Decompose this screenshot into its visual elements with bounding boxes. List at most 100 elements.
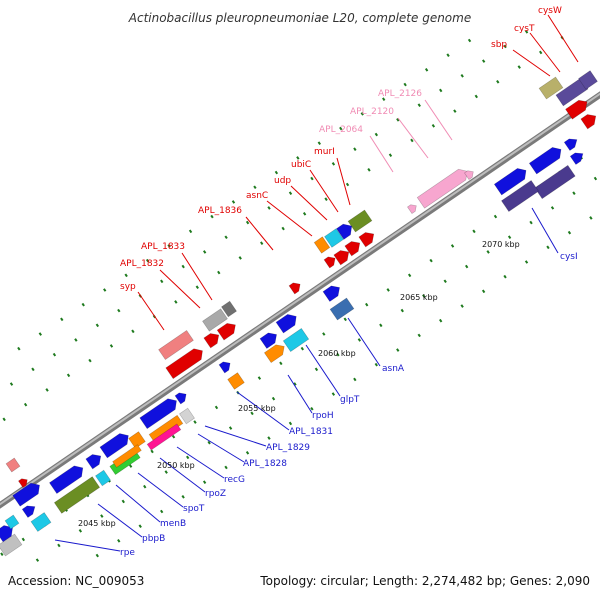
gene-label-syp[interactable]: syp <box>120 282 136 292</box>
feature-syp[interactable] <box>158 330 194 360</box>
feature-syp-2[interactable] <box>165 345 206 380</box>
feature-menB-2[interactable] <box>85 451 104 470</box>
feature-cysW-2[interactable] <box>578 70 598 90</box>
gene-label-APL_2126[interactable]: APL_2126 <box>378 89 422 99</box>
feature-rpe-4[interactable] <box>0 522 16 543</box>
feature-recG[interactable] <box>139 395 180 430</box>
tick-dot-137 <box>267 436 271 440</box>
feature-rpoZ-2[interactable] <box>146 423 182 451</box>
feature-pbpB-2[interactable] <box>49 462 86 494</box>
feature-left-2[interactable] <box>18 476 29 488</box>
feature-cysW[interactable] <box>555 77 589 107</box>
feature-APL_1833-c[interactable] <box>216 320 239 341</box>
feature-red-1[interactable] <box>358 229 377 248</box>
feature-red-2[interactable] <box>344 238 363 257</box>
feature-rpe-3[interactable] <box>21 502 38 518</box>
gene-label-spoT[interactable]: spoT <box>183 504 205 514</box>
gene-label-udp[interactable]: udp <box>274 176 291 186</box>
feature-asnA-1[interactable] <box>322 283 343 302</box>
tick-dot-129 <box>95 553 99 558</box>
gene-label-cysW[interactable]: cysW <box>538 6 562 16</box>
feature-APL_2120[interactable] <box>464 168 475 180</box>
gene-label-APL_2064[interactable]: APL_2064 <box>319 125 363 135</box>
feature-APL_1828[interactable] <box>179 407 195 425</box>
feature-rpoH[interactable] <box>263 341 287 364</box>
gene-label-asnC[interactable]: asnC <box>246 191 268 201</box>
gene-label-glpT[interactable]: glpT <box>340 395 360 405</box>
tick-dot-123 <box>486 250 490 254</box>
tick-dot-125 <box>529 220 533 225</box>
gene-label-APL_1828[interactable]: APL_1828 <box>243 459 287 469</box>
feature-APL_2064[interactable] <box>407 202 418 214</box>
gene-label-rpoZ[interactable]: rpoZ <box>205 489 226 499</box>
feature-rpoZ[interactable] <box>148 414 184 444</box>
feature-APL_1831b[interactable] <box>227 372 245 390</box>
feature-cysI-4[interactable] <box>501 180 539 212</box>
feature-APL_1833-b[interactable] <box>202 308 228 332</box>
feature-rpe-2[interactable] <box>30 512 52 532</box>
feature-cysT[interactable] <box>538 76 564 100</box>
feature-asnC[interactable] <box>313 236 331 254</box>
feature-small-2[interactable] <box>569 149 586 165</box>
feature-APL_1829[interactable] <box>174 390 189 405</box>
feature-asnA-2[interactable] <box>329 297 355 321</box>
leader-APL_1836 <box>245 216 274 251</box>
feature-cysI-3[interactable] <box>534 164 576 200</box>
feature-red-3[interactable] <box>333 247 352 266</box>
feature-ubiC[interactable] <box>336 221 356 240</box>
feature-red-4[interactable] <box>323 254 338 269</box>
gene-label-pbpB[interactable]: pbpB <box>142 534 165 544</box>
tick-label-2050: 2050 kbp <box>157 461 195 470</box>
feature-rpe-1[interactable] <box>12 480 43 507</box>
accession-text: Accession: NC_009053 <box>8 574 144 588</box>
tick-dot-147 <box>481 289 486 294</box>
gene-label-APL_1836[interactable]: APL_1836 <box>198 206 242 216</box>
feature-sbp[interactable] <box>565 97 591 120</box>
gene-label-menB[interactable]: menB <box>160 519 186 529</box>
gene-label-APL_1831[interactable]: APL_1831 <box>289 427 333 437</box>
feature-rpe-6[interactable] <box>0 533 23 557</box>
tick-dot-140 <box>331 392 336 396</box>
gene-label-sbp[interactable]: sbp <box>491 40 507 50</box>
feature-APL_1833-a[interactable] <box>221 300 237 318</box>
feature-sbp-2[interactable] <box>580 111 599 130</box>
gene-label-rpe[interactable]: rpe <box>120 548 135 558</box>
feature-spoT-a[interactable] <box>128 431 146 449</box>
feature-cysI-2[interactable] <box>493 165 529 196</box>
feature-udp[interactable] <box>324 228 344 248</box>
feature-rpe-5[interactable] <box>4 514 20 530</box>
feature-pbpB[interactable] <box>53 476 101 514</box>
feature-glpT-2[interactable] <box>259 330 280 349</box>
tick-dot-59 <box>260 241 264 246</box>
gene-label-recG[interactable]: recG <box>224 475 245 485</box>
tick-dot-89 <box>322 332 326 336</box>
tick-dot-82 <box>171 434 176 439</box>
gene-label-rpoH[interactable]: rpoH <box>312 411 334 421</box>
gene-label-asnA[interactable]: asnA <box>382 364 405 374</box>
feature-APL_1836[interactable] <box>288 280 303 295</box>
feature-glpT-1[interactable] <box>275 311 300 334</box>
gene-label-APL_2120[interactable]: APL_2120 <box>350 107 394 117</box>
feature-cysI-1[interactable] <box>528 144 564 175</box>
gene-label-APL_1833[interactable]: APL_1833 <box>141 242 185 252</box>
feature-APL_1832[interactable] <box>203 330 222 349</box>
feature-glpT-3[interactable] <box>282 328 310 352</box>
gene-label-cysT[interactable]: cysT <box>514 24 535 34</box>
gene-label-APL_1832[interactable]: APL_1832 <box>120 259 164 269</box>
tick-dot-150 <box>546 245 550 250</box>
gene-label-APL_1829[interactable]: APL_1829 <box>266 443 310 453</box>
feature-pbpB-3[interactable] <box>95 469 111 487</box>
gene-label-ubiC[interactable]: ubiC <box>291 160 311 170</box>
feature-spoT-2[interactable] <box>112 444 142 468</box>
feature-murI[interactable] <box>347 209 373 233</box>
feature-APL_1831[interactable] <box>218 359 233 374</box>
gene-label-murI[interactable]: murI <box>314 147 335 157</box>
feature-small-1[interactable] <box>563 135 580 151</box>
feature-menB-1[interactable] <box>99 430 132 459</box>
tick-dot-31 <box>202 250 207 254</box>
feature-left-1[interactable] <box>5 457 21 473</box>
gene-label-cysI[interactable]: cysI <box>560 252 578 262</box>
tick-dot-2 <box>60 317 64 322</box>
tick-dot-142 <box>374 362 378 367</box>
